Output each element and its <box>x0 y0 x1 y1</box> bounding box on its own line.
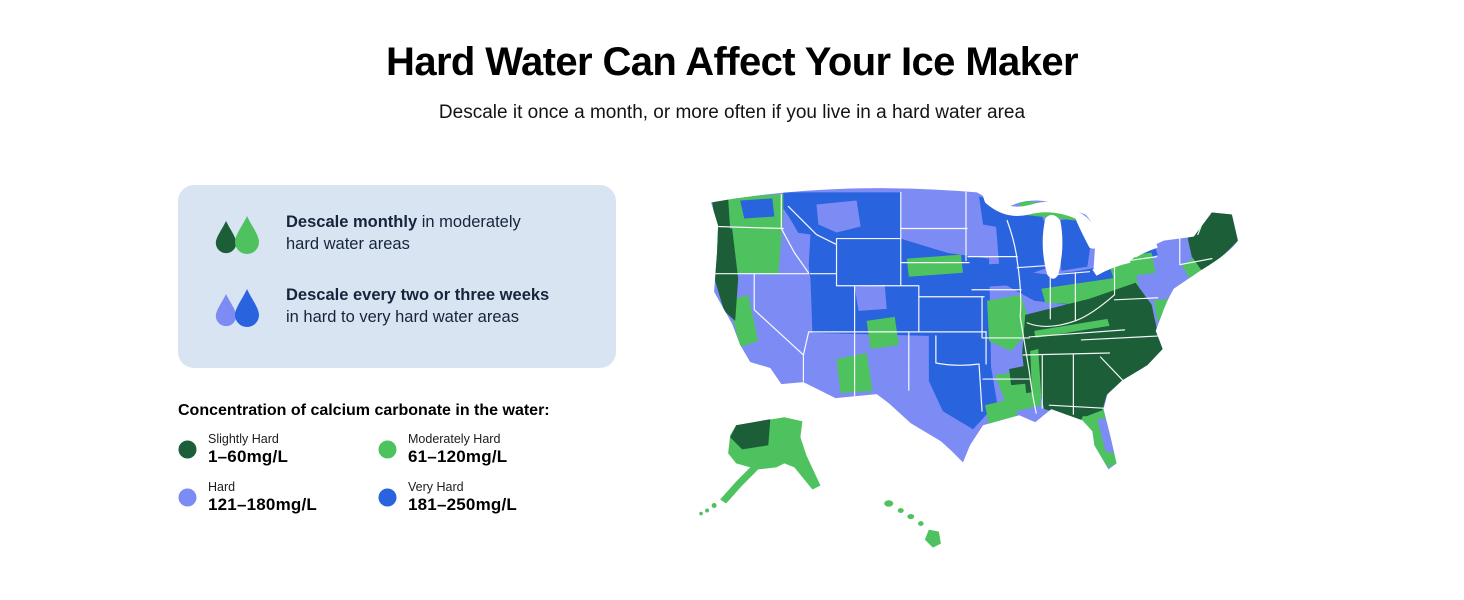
card-item-line2: hard water areas <box>286 234 410 253</box>
legend-item-very-hard: Very Hard 181–250mg/L <box>378 480 517 515</box>
drop-periwinkle <box>215 293 237 327</box>
card-item-text: Descale monthly in moderately hard water… <box>286 212 521 256</box>
legend-item-hard: Hard 121–180mg/L <box>178 480 378 515</box>
card-item-text: Descale every two or three weeks in hard… <box>286 285 549 329</box>
lake-michigan <box>1042 214 1063 279</box>
us-map-svg <box>699 188 1238 548</box>
very-hard-dot-icon <box>378 488 397 507</box>
lake-erie <box>1092 256 1131 276</box>
legend-label: Moderately Hard <box>408 432 501 446</box>
legend-label: Slightly Hard <box>208 432 279 446</box>
card-item-hard: Descale every two or three weeks in hard… <box>214 285 590 331</box>
drop-light-green <box>235 216 259 254</box>
state-borders <box>714 191 1213 415</box>
card-item-rest-text: in moderately <box>417 213 521 231</box>
slightly-hard-dot-icon <box>178 440 197 459</box>
great-lakes <box>981 190 1158 279</box>
us-water-hardness-map <box>688 152 1250 564</box>
hard-dot-icon <box>178 488 197 507</box>
lake-superior <box>981 190 1080 219</box>
card-item-bold-text: Descale every two or three weeks <box>286 286 550 304</box>
card-item-line2: in hard to very hard water areas <box>286 307 519 326</box>
green-droplets-icon <box>215 216 259 254</box>
legend-item-slightly-hard: Slightly Hard 1–60mg/L <box>178 432 378 467</box>
blue-droplets-icon <box>215 289 259 327</box>
lake-huron <box>1075 212 1099 249</box>
moderately-hard-dot-icon <box>378 440 397 459</box>
descale-guidance-card: Descale monthly in moderately hard water… <box>178 185 616 368</box>
legend-range: 181–250mg/L <box>408 495 517 514</box>
legend-label: Hard <box>208 480 236 494</box>
legend: Slightly Hard 1–60mg/L Moderately Hard 6… <box>178 432 517 515</box>
drop-dark-green <box>215 220 237 254</box>
legend-heading: Concentration of calcium carbonate in th… <box>178 402 550 419</box>
legend-range: 1–60mg/L <box>208 447 289 466</box>
lake-ontario <box>1132 241 1158 258</box>
alaska <box>699 417 821 516</box>
hawaii <box>884 500 941 548</box>
page-header: Hard Water Can Affect Your Ice Maker Des… <box>0 40 1464 124</box>
legend-label: Very Hard <box>408 480 464 494</box>
card-item-bold-text: Descale monthly <box>286 213 418 231</box>
legend-range: 61–120mg/L <box>408 447 508 466</box>
legend-range: 121–180mg/L <box>208 495 317 514</box>
card-item-moderate: Descale monthly in moderately hard water… <box>214 212 590 258</box>
legend-item-moderately-hard: Moderately Hard 61–120mg/L <box>378 432 517 467</box>
page-subtitle: Descale it once a month, or more often i… <box>438 102 1026 123</box>
drop-blue <box>235 289 259 327</box>
page-title: Hard Water Can Affect Your Ice Maker <box>386 40 1079 84</box>
